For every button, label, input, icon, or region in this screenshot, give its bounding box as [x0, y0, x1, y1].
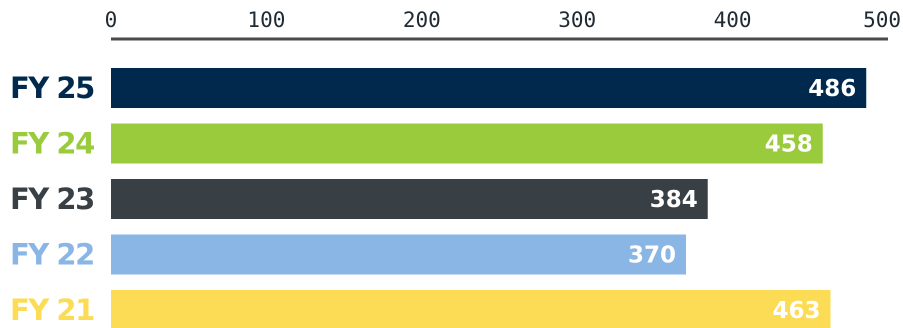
bars: 486 458 384 370 463: [111, 68, 867, 328]
category-label: FY 24: [10, 127, 94, 161]
x-axis: 0 100 200 300 400 500: [105, 8, 901, 41]
bar-value-label: 370: [628, 243, 676, 269]
bar: [111, 290, 831, 328]
category-label: FY 23: [10, 182, 94, 216]
x-tick-label: 0: [105, 8, 118, 32]
x-tick-label: 400: [714, 8, 752, 32]
x-tick-label: 200: [403, 8, 441, 32]
x-tick-label: 100: [247, 8, 285, 32]
bar: [111, 68, 867, 108]
bar-value-label: 384: [650, 187, 698, 213]
category-label: FY 25: [10, 71, 94, 105]
x-tick-label: 300: [558, 8, 596, 32]
category-labels: FY 25 FY 24 FY 23 FY 22 FY 21: [10, 71, 96, 327]
bar-value-label: 486: [808, 76, 856, 102]
bar-value-label: 463: [772, 298, 820, 324]
bar: [111, 234, 686, 275]
bar: [111, 179, 708, 219]
bar-value-label: 458: [765, 132, 813, 158]
x-tick-label: 500: [863, 8, 901, 32]
bar: [111, 123, 823, 164]
category-label: FY 21: [10, 293, 94, 327]
category-label: FY 22: [10, 238, 94, 272]
